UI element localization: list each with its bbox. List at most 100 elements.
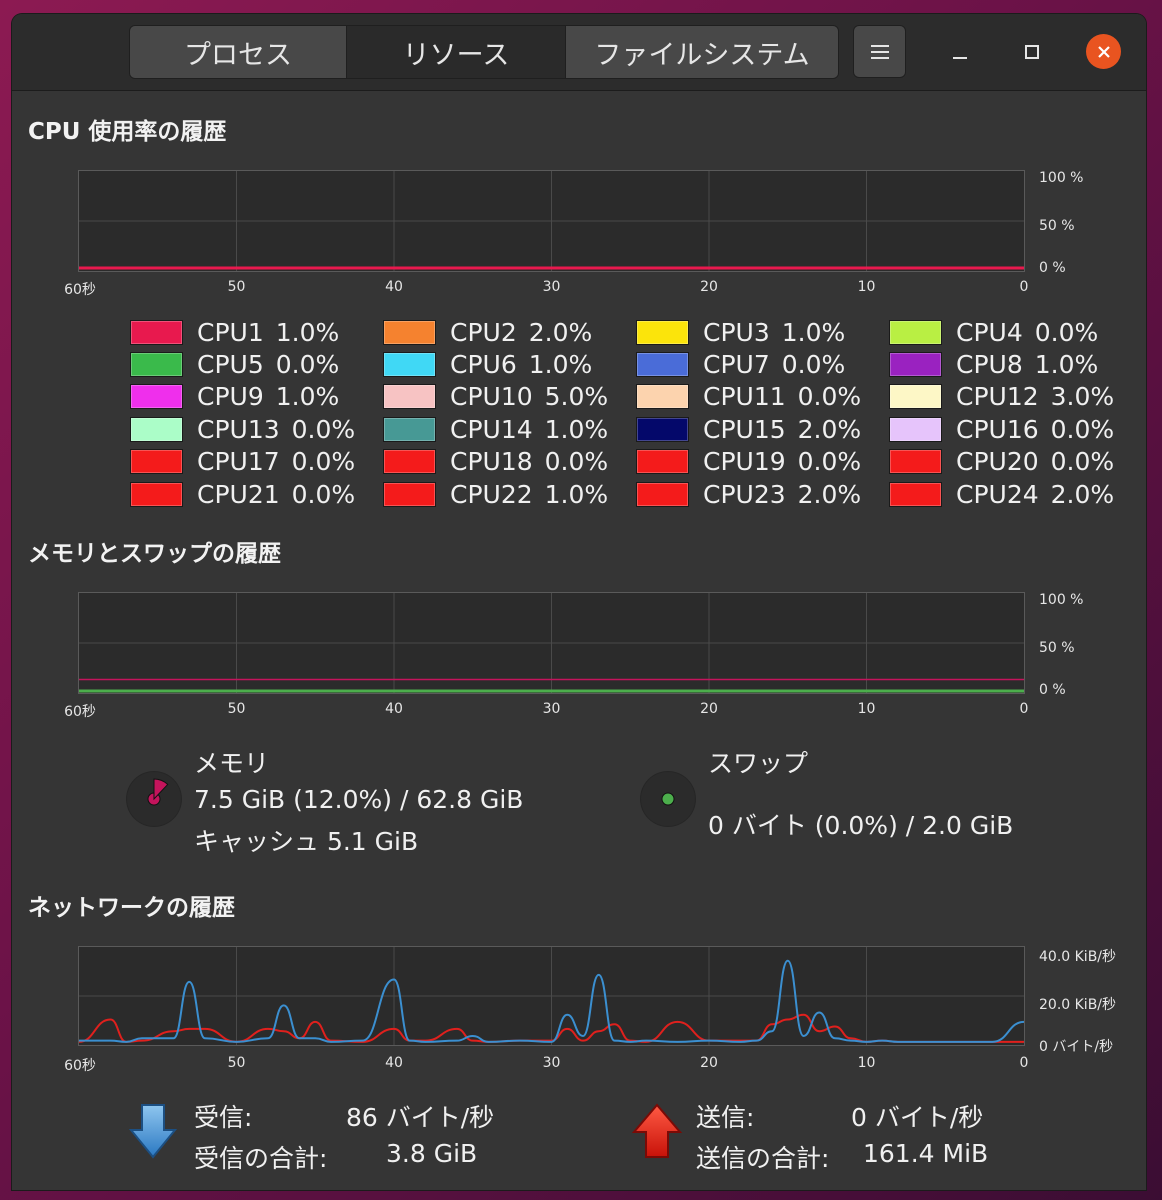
cpu-legend-item: CPU2 2.0% — [383, 316, 636, 348]
cpu-name: CPU17 — [197, 447, 280, 477]
memory-x-tick: 50 — [227, 701, 246, 717]
send-rate-line — [79, 1013, 1024, 1043]
close-icon — [1097, 45, 1110, 58]
cpu-usage-value: 2.0% — [797, 479, 862, 509]
tab-processes[interactable]: プロセス — [130, 26, 347, 78]
cpu-color-swatch[interactable] — [889, 416, 942, 442]
cpu-usage-value: 1.0% — [1034, 350, 1099, 380]
cpu-name: CPU10 — [450, 382, 533, 412]
cpu-color-swatch[interactable] — [636, 449, 689, 475]
cpu-usage-value: 0.0% — [544, 447, 609, 477]
cpu-color-swatch[interactable] — [889, 481, 942, 507]
cpu-color-swatch[interactable] — [383, 449, 436, 475]
memory-pie-indicator[interactable] — [127, 772, 181, 826]
cpu-color-swatch[interactable] — [130, 481, 183, 507]
cpu-legend-item: CPU1 1.0% — [130, 316, 383, 348]
cpu-usage-value: 1.0% — [528, 350, 593, 380]
minimize-button[interactable] — [944, 36, 976, 68]
tab-file-systems[interactable]: ファイルシステム — [566, 26, 838, 78]
swap-pie-chart — [661, 792, 675, 806]
swap-label: スワップ — [708, 749, 809, 778]
cpu-color-swatch[interactable] — [130, 384, 183, 410]
receive-rate-value: 86 バイト/秒 — [346, 1103, 495, 1132]
cpu-section-title: CPU 使用率の履歴 — [28, 119, 227, 145]
cpu-legend-item: CPU23 2.0% — [636, 478, 889, 510]
memory-cache-value: キャッシュ 5.1 GiB — [194, 827, 419, 856]
receive-total-value: 3.8 GiB — [386, 1139, 478, 1168]
net-y-tick-20: 20.0 KiB/秒 — [1039, 997, 1117, 1013]
cpu-legend-item: CPU10 5.0% — [383, 381, 636, 413]
cpu-color-swatch[interactable] — [636, 416, 689, 442]
cpu-name: CPU23 — [703, 479, 786, 509]
maximize-button[interactable] — [1016, 36, 1048, 68]
cpu-legend-item: CPU15 2.0% — [636, 413, 889, 445]
cpu-color-swatch[interactable] — [636, 352, 689, 378]
cpu-legend-item: CPU3 1.0% — [636, 316, 889, 348]
cpu-color-swatch[interactable] — [889, 449, 942, 475]
cpu-y-tick-0: 0 % — [1039, 260, 1066, 276]
cpu-legend-item: CPU9 1.0% — [130, 381, 383, 413]
mem-y-tick-50: 50 % — [1039, 640, 1075, 656]
cpu-name: CPU8 — [956, 350, 1023, 380]
cpu-color-swatch[interactable] — [889, 319, 942, 345]
download-arrow-icon — [128, 1104, 178, 1159]
cpu-x-tick: 20 — [700, 279, 718, 295]
cpu-usage-value: 1.0% — [781, 317, 846, 347]
cpu-name: CPU6 — [450, 350, 517, 380]
cpu-x-tick: 10 — [857, 279, 876, 295]
cpu-name: CPU15 — [703, 414, 786, 444]
cpu-legend-item: CPU4 0.0% — [889, 316, 1142, 348]
memory-x-tick: 30 — [542, 701, 561, 717]
cpu-name: CPU1 — [197, 317, 264, 347]
cpu-color-swatch[interactable] — [383, 481, 436, 507]
cpu-usage-value: 0.0% — [797, 447, 862, 477]
network-history-graph — [78, 946, 1025, 1046]
cpu-color-swatch[interactable] — [383, 352, 436, 378]
cpu-color-swatch[interactable] — [130, 449, 183, 475]
cpu-color-swatch[interactable] — [889, 352, 942, 378]
hamburger-menu-icon — [870, 44, 889, 59]
cpu-legend-item: CPU7 0.0% — [636, 348, 889, 380]
cpu-color-swatch[interactable] — [889, 384, 942, 410]
network-x-tick: 60秒 — [64, 1058, 96, 1074]
cpu-name: CPU4 — [956, 317, 1023, 347]
cpu-usage-value: 1.0% — [544, 479, 609, 509]
network-x-tick: 0 — [1019, 1055, 1029, 1071]
mem-y-tick-0: 0 % — [1039, 682, 1066, 698]
cpu-color-swatch[interactable] — [636, 319, 689, 345]
cpu-legend-item: CPU6 1.0% — [383, 348, 636, 380]
cpu-color-swatch[interactable] — [383, 416, 436, 442]
cpu-color-swatch[interactable] — [636, 481, 689, 507]
cpu-name: CPU21 — [197, 479, 280, 509]
cpu-color-swatch[interactable] — [130, 352, 183, 378]
cpu-color-swatch[interactable] — [130, 416, 183, 442]
swap-pie-indicator[interactable] — [641, 772, 695, 826]
system-monitor-window: プロセス リソース ファイルシステム CPU 使用率の履歴 100 % 50 % — [12, 14, 1146, 1190]
cpu-legend-item: CPU17 0.0% — [130, 446, 383, 478]
cpu-usage-value: 0.0% — [291, 447, 356, 477]
tab-resources[interactable]: リソース — [347, 26, 566, 78]
cpu-history-graph — [78, 170, 1025, 272]
cpu-usage-value: 0.0% — [1034, 317, 1099, 347]
cpu-usage-value: 0.0% — [781, 350, 846, 380]
swap-usage-value: 0 バイト (0.0%) / 2.0 GiB — [708, 811, 1014, 840]
cpu-color-swatch[interactable] — [130, 319, 183, 345]
mem-y-tick-100: 100 % — [1039, 592, 1084, 608]
cpu-legend-item: CPU5 0.0% — [130, 348, 383, 380]
cpu-legend-item: CPU22 1.0% — [383, 478, 636, 510]
memory-label: メモリ — [194, 749, 270, 778]
cpu-usage-value: 5.0% — [544, 382, 609, 412]
menu-button[interactable] — [853, 25, 906, 78]
cpu-name: CPU2 — [450, 317, 517, 347]
memory-x-tick: 40 — [385, 701, 403, 717]
cpu-x-tick: 60秒 — [64, 282, 96, 298]
close-button[interactable] — [1086, 34, 1121, 69]
cpu-color-swatch[interactable] — [636, 384, 689, 410]
send-total-value: 161.4 MiB — [863, 1139, 989, 1168]
cpu-color-swatch[interactable] — [383, 384, 436, 410]
net-y-tick-40: 40.0 KiB/秒 — [1039, 949, 1117, 965]
memory-pie-chart — [147, 778, 169, 806]
cpu-legend-item: CPU8 1.0% — [889, 348, 1142, 380]
cpu-color-swatch[interactable] — [383, 319, 436, 345]
send-rate-value: 0 バイト/秒 — [851, 1103, 984, 1132]
